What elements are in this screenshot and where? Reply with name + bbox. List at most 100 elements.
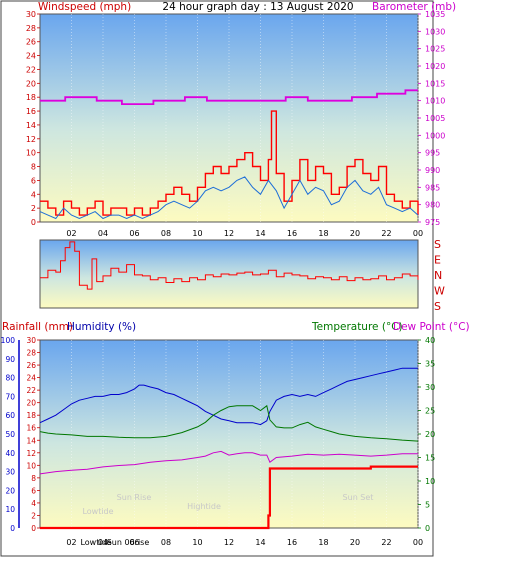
direction-label: N <box>434 269 442 282</box>
temperature-y-tick-label: 30 <box>425 383 435 392</box>
temperature-axis-label: Temperature (°C) <box>311 321 403 333</box>
climate-x-tick-label: 12 <box>224 538 234 547</box>
temperature-y-axis: 0 5 10 15 20 25 30 35 40 <box>418 336 435 533</box>
sunrise-bottom-label: Sun 06rise <box>107 538 150 547</box>
barometer-y-tick-label: 980 <box>425 201 440 210</box>
rain-y-tick-label: 10 <box>26 461 36 470</box>
wind-x-tick-label: 06 <box>129 229 139 238</box>
humidity-y-axis: 0 10 20 30 40 50 60 70 80 90 100 <box>1 336 20 533</box>
temperature-y-tick-label: 5 <box>425 501 430 510</box>
humidity-line <box>39 367 418 426</box>
climate-x-tick-label: 14 <box>255 538 265 547</box>
dewpoint-axis-label: Dew Point (°C) <box>393 321 470 333</box>
climate-x-tick-label: 16 <box>287 538 297 547</box>
humidity-y-tick-label: 100 <box>1 336 16 345</box>
annotation-label: Hightide <box>187 502 221 511</box>
barometer-y-tick-label: 1030 <box>425 27 445 36</box>
temperature-line <box>39 404 419 442</box>
windspeed-y-tick-label: 0 <box>31 218 36 227</box>
climate-x-tick-label: 04 <box>98 538 108 547</box>
direction-label: W <box>434 285 445 298</box>
barometer-y-tick-label: 975 <box>425 218 440 227</box>
windspeed-y-tick-label: 6 <box>31 176 36 185</box>
rainfall-axis-label: Rainfall (mm) <box>2 321 73 333</box>
windspeed-y-tick-label: 16 <box>26 107 36 116</box>
humidity-y-tick-label: 60 <box>5 411 15 420</box>
humidity-y-tick-label: 30 <box>5 468 15 477</box>
temperature-y-tick-label: 20 <box>425 430 435 439</box>
barometer-y-axis: 975 980 985 990 995 1000 1005 1010 1015 1020 1025 1… <box>418 10 445 227</box>
windspeed-y-tick-label: 28 <box>26 24 36 33</box>
wind-plot-area <box>39 13 419 223</box>
outer-frame <box>0 0 434 557</box>
climate-x-tick-label: 08 <box>161 538 171 547</box>
annotation-label: Sun Set <box>343 493 374 502</box>
windspeed-y-tick-label: 30 <box>26 10 36 19</box>
windspeed-y-tick-label: 26 <box>26 38 36 47</box>
rain-y-tick-label: 26 <box>26 361 36 370</box>
windspeed-line <box>40 110 419 216</box>
direction-label: E <box>434 254 441 267</box>
humidity-y-tick-label: 70 <box>5 392 15 401</box>
temperature-y-tick-label: 35 <box>425 360 435 369</box>
lowtide-bottom-label: Lowtide <box>80 538 111 547</box>
humidity-y-tick-label: 20 <box>5 486 15 495</box>
windspeed-y-tick-label: 14 <box>26 121 36 130</box>
barometer-line <box>40 89 418 105</box>
rain-y-tick-label: 6 <box>31 486 36 495</box>
dewpoint-line <box>39 450 418 475</box>
wind-x-tick-label: 02 <box>66 229 76 238</box>
humidity-y-tick-label: 80 <box>5 374 15 383</box>
rain-y-tick-label: 16 <box>26 424 36 433</box>
rain-y-tick-label: 22 <box>26 386 36 395</box>
humidity-y-tick-label: 50 <box>5 430 15 439</box>
climate-x-tick-label: 22 <box>381 538 391 547</box>
rain-y-tick-label: 8 <box>31 474 36 483</box>
wind-x-tick-label: 14 <box>255 229 265 238</box>
barometer-y-tick-label: 995 <box>425 149 440 158</box>
climate-x-tick-label: 10 <box>192 538 202 547</box>
direction-label: S <box>434 238 441 251</box>
direction-label: S <box>434 300 441 313</box>
rainfall-line <box>40 465 418 530</box>
average-wind-line <box>39 176 419 220</box>
climate-series-group <box>39 367 419 530</box>
barometer-y-tick-label: 1020 <box>425 62 445 71</box>
wind-x-tick-label: 16 <box>287 229 297 238</box>
barometer-y-tick-label: 1005 <box>425 114 445 123</box>
climate-x-tick-label: 02 <box>66 538 76 547</box>
wind-x-tick-label: 22 <box>381 229 391 238</box>
barometer-y-tick-label: 1000 <box>425 131 445 140</box>
temperature-y-tick-label: 15 <box>425 454 435 463</box>
rain-y-tick-label: 2 <box>31 511 36 520</box>
humidity-axis-label: Humidity (%) <box>67 321 136 333</box>
climate-x-tick-label: 18 <box>318 538 328 547</box>
barometer-y-tick-label: 1025 <box>425 45 445 54</box>
climate-x-tick-label: 20 <box>350 538 360 547</box>
windspeed-y-tick-label: 10 <box>26 149 36 158</box>
wind-x-tick-label: 00 <box>413 229 423 238</box>
windspeed-y-tick-label: 2 <box>31 204 36 213</box>
barometer-axis-label: Barometer (mb) <box>372 1 456 13</box>
temperature-y-tick-label: 10 <box>425 477 435 486</box>
wind-series-group <box>39 89 419 220</box>
rain-y-tick-label: 18 <box>26 411 36 420</box>
humidity-y-tick-label: 10 <box>5 505 15 514</box>
temperature-y-tick-label: 40 <box>425 336 435 345</box>
windspeed-y-tick-label: 20 <box>26 79 36 88</box>
rain-y-tick-label: 4 <box>31 499 36 508</box>
rain-y-tick-label: 20 <box>26 399 36 408</box>
humidity-y-tick-label: 90 <box>5 355 15 364</box>
annotation-label: Lowtide <box>82 507 113 516</box>
windspeed-y-tick-label: 8 <box>31 163 36 172</box>
climate-x-tick-label: 06 <box>129 538 139 547</box>
wind-x-tick-label: 10 <box>192 229 202 238</box>
barometer-y-tick-label: 990 <box>425 166 440 175</box>
tide-sun-annotations: Lowtide Sun Rise Hightide Sun Set <box>82 493 373 516</box>
